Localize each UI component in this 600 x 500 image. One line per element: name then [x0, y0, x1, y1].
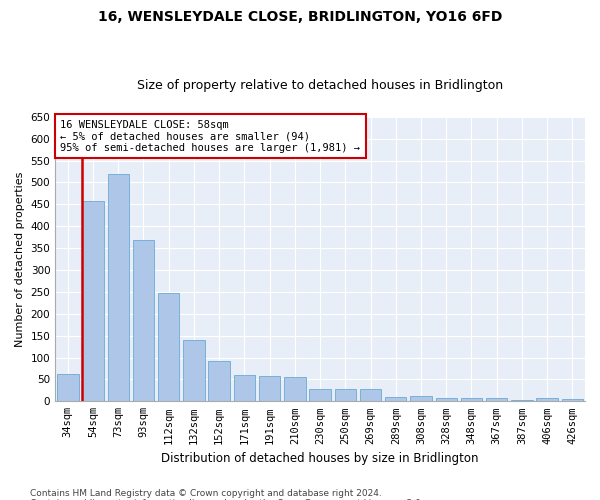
Bar [486, 398, 508, 402]
Bar [536, 398, 558, 402]
Text: 16 WENSLEYDALE CLOSE: 58sqm
← 5% of detached houses are smaller (94)
95% of semi: 16 WENSLEYDALE CLOSE: 58sqm ← 5% of deta… [61, 120, 361, 153]
Y-axis label: Number of detached properties: Number of detached properties [15, 172, 25, 346]
Bar [107, 174, 129, 402]
Bar [183, 340, 205, 402]
Title: Size of property relative to detached houses in Bridlington: Size of property relative to detached ho… [137, 79, 503, 92]
Bar [133, 240, 154, 402]
Bar [360, 390, 381, 402]
Bar [82, 202, 104, 402]
Bar [259, 376, 280, 402]
Bar [436, 398, 457, 402]
X-axis label: Distribution of detached houses by size in Bridlington: Distribution of detached houses by size … [161, 452, 479, 465]
Bar [158, 292, 179, 402]
Bar [410, 396, 432, 402]
Text: Contains public sector information licensed under the Open Government Licence v3: Contains public sector information licen… [30, 498, 424, 500]
Bar [233, 375, 255, 402]
Bar [562, 399, 583, 402]
Text: 16, WENSLEYDALE CLOSE, BRIDLINGTON, YO16 6FD: 16, WENSLEYDALE CLOSE, BRIDLINGTON, YO16… [98, 10, 502, 24]
Bar [208, 360, 230, 402]
Bar [310, 390, 331, 402]
Bar [385, 397, 406, 402]
Text: Contains HM Land Registry data © Crown copyright and database right 2024.: Contains HM Land Registry data © Crown c… [30, 488, 382, 498]
Bar [335, 390, 356, 402]
Bar [511, 400, 533, 402]
Bar [57, 374, 79, 402]
Bar [461, 398, 482, 402]
Bar [284, 377, 305, 402]
